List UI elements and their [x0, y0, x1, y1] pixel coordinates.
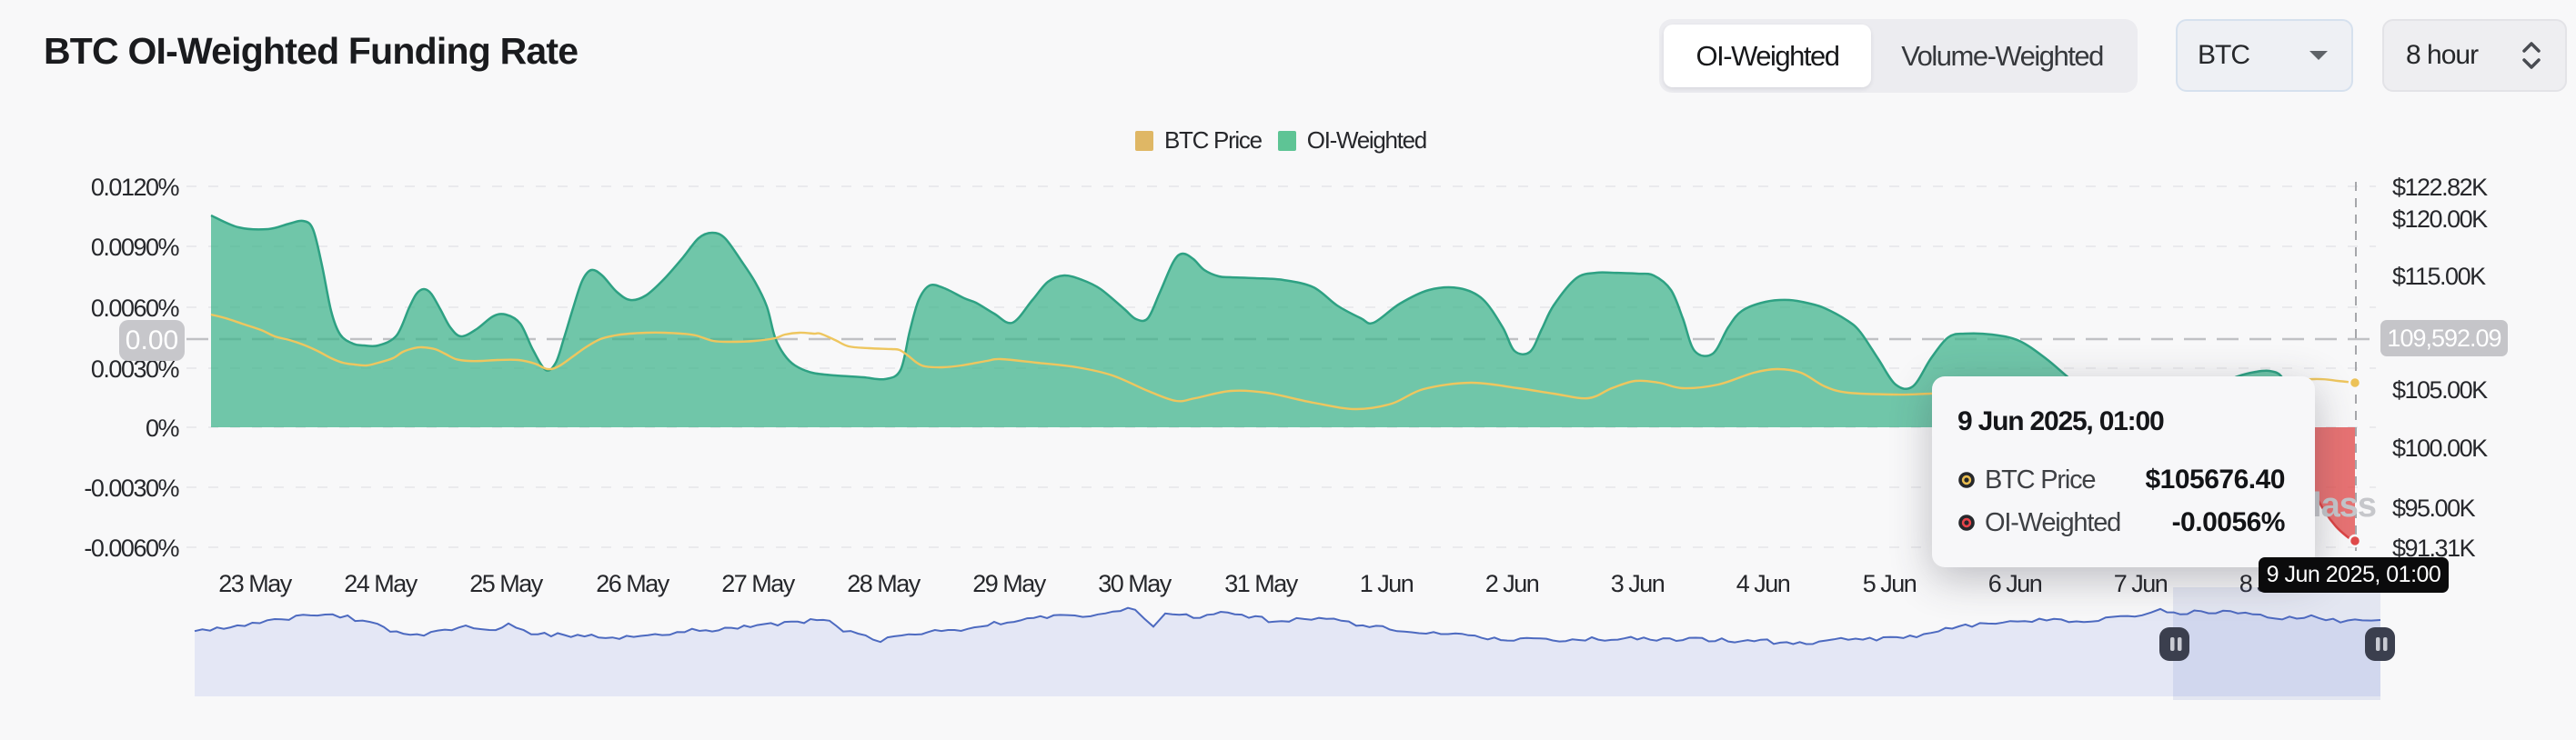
- svg-text:27 May: 27 May: [721, 570, 796, 597]
- svg-text:31 May: 31 May: [1224, 570, 1299, 597]
- svg-text:-0.0060%: -0.0060%: [84, 535, 179, 562]
- svg-text:24 May: 24 May: [344, 570, 418, 597]
- svg-text:4 Jun: 4 Jun: [1736, 570, 1790, 597]
- svg-text:3 Jun: 3 Jun: [1611, 570, 1665, 597]
- svg-text:0%: 0%: [146, 415, 180, 442]
- svg-text:29 May: 29 May: [972, 570, 1047, 597]
- svg-text:5 Jun: 5 Jun: [1863, 570, 1917, 597]
- svg-text:1 Jun: 1 Jun: [1360, 570, 1414, 597]
- svg-text:2 Jun: 2 Jun: [1485, 570, 1539, 597]
- svg-text:6 Jun: 6 Jun: [1988, 570, 2042, 597]
- svg-text:$100.00K: $100.00K: [2392, 435, 2488, 462]
- svg-text:$95.00K: $95.00K: [2392, 495, 2476, 522]
- svg-text:25 May: 25 May: [469, 570, 544, 597]
- svg-text:23 May: 23 May: [218, 570, 293, 597]
- svg-text:$120.00K: $120.00K: [2392, 205, 2488, 233]
- svg-text:0.0120%: 0.0120%: [91, 174, 180, 201]
- svg-text:0.0060%: 0.0060%: [91, 295, 180, 322]
- svg-text:0.0090%: 0.0090%: [91, 234, 180, 261]
- svg-text:$122.82K: $122.82K: [2392, 174, 2488, 201]
- svg-text:$115.00K: $115.00K: [2392, 263, 2486, 290]
- svg-text:26 May: 26 May: [596, 570, 670, 597]
- svg-text:30 May: 30 May: [1098, 570, 1172, 597]
- svg-text:28 May: 28 May: [847, 570, 921, 597]
- svg-text:7 Jun: 7 Jun: [2114, 570, 2168, 597]
- svg-text:-0.0030%: -0.0030%: [84, 475, 179, 502]
- svg-text:$105.00K: $105.00K: [2392, 376, 2488, 404]
